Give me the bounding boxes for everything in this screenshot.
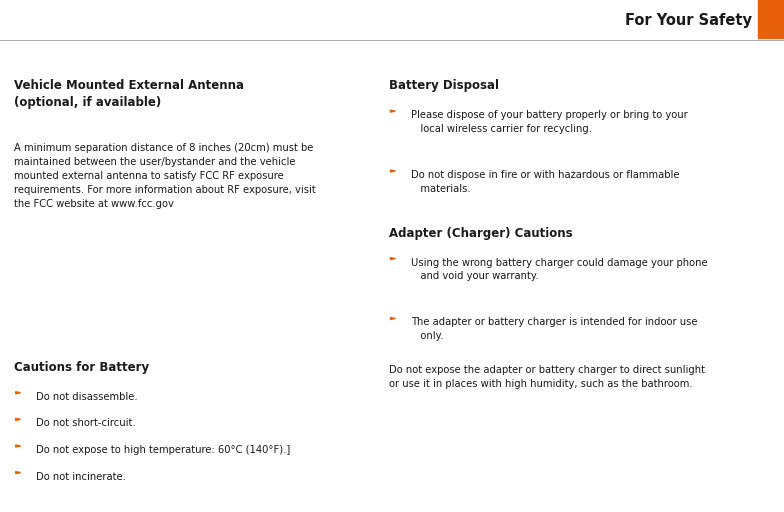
Polygon shape — [390, 110, 395, 112]
Text: Do not dispose in fire or with hazardous or flammable
   materials.: Do not dispose in fire or with hazardous… — [411, 170, 679, 194]
Text: Vehicle Mounted External Antenna
(optional, if available): Vehicle Mounted External Antenna (option… — [14, 79, 244, 109]
Text: Do not expose the adapter or battery charger to direct sunlight
or use it in pla: Do not expose the adapter or battery cha… — [389, 365, 705, 389]
Text: Do not expose to high temperature: 60°C (140°F).]: Do not expose to high temperature: 60°C … — [36, 445, 290, 455]
Text: Do not incinerate.: Do not incinerate. — [36, 472, 126, 482]
Polygon shape — [16, 392, 20, 394]
Text: Please dispose of your battery properly or bring to your
   local wireless carri: Please dispose of your battery properly … — [411, 110, 688, 134]
Text: The adapter or battery charger is intended for indoor use
   only.: The adapter or battery charger is intend… — [411, 317, 697, 341]
Polygon shape — [16, 418, 20, 420]
Text: For Your Safety: For Your Safety — [625, 13, 752, 28]
Text: Do not short-circuit.: Do not short-circuit. — [36, 418, 136, 429]
Text: Adapter (Charger) Cautions: Adapter (Charger) Cautions — [389, 227, 572, 240]
Bar — [758, 0, 784, 38]
Text: Cautions for Battery: Cautions for Battery — [14, 361, 149, 374]
Polygon shape — [390, 170, 395, 172]
Text: Battery Disposal: Battery Disposal — [389, 79, 499, 92]
Polygon shape — [390, 317, 395, 319]
Polygon shape — [16, 472, 20, 474]
Text: Using the wrong battery charger could damage your phone
   and void your warrant: Using the wrong battery charger could da… — [411, 258, 707, 281]
Polygon shape — [390, 258, 395, 260]
Polygon shape — [16, 445, 20, 447]
Text: A minimum separation distance of 8 inches (20cm) must be
maintained between the : A minimum separation distance of 8 inche… — [14, 143, 316, 209]
Text: Do not disassemble.: Do not disassemble. — [36, 392, 138, 402]
